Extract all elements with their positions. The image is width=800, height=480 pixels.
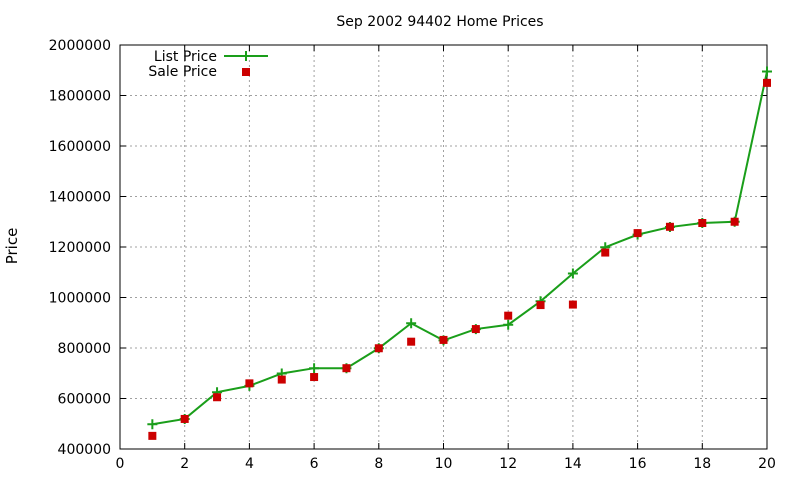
y-tick-label: 1200000 bbox=[49, 240, 111, 256]
list-price-point bbox=[503, 319, 514, 330]
sale-price-point bbox=[698, 219, 707, 228]
x-tick-label: 20 bbox=[758, 456, 776, 472]
x-tick-label: 6 bbox=[310, 456, 319, 472]
sale-price-point bbox=[277, 375, 286, 384]
x-tick-label: 4 bbox=[245, 456, 254, 472]
series-layer bbox=[147, 66, 772, 440]
sale-price-point bbox=[310, 373, 319, 382]
sale-price-point bbox=[148, 431, 157, 440]
sale-price-point bbox=[568, 300, 577, 309]
y-tick-label: 600000 bbox=[58, 392, 111, 408]
legend-marker-sale-price bbox=[242, 68, 250, 76]
sale-price-point bbox=[730, 217, 739, 226]
x-tick-label: 18 bbox=[693, 456, 711, 472]
sale-price-point bbox=[536, 301, 545, 310]
y-tick-label: 1600000 bbox=[49, 139, 111, 155]
x-tick-label: 0 bbox=[116, 456, 125, 472]
x-tick-labels: 0 2 4 6 8 10 12 14 16 18 20 bbox=[116, 456, 776, 472]
sale-price-point bbox=[763, 78, 771, 87]
sale-price-point bbox=[601, 248, 610, 257]
sale-price-point bbox=[407, 337, 416, 346]
x-tick-label: 12 bbox=[499, 456, 517, 472]
y-tick-label: 400000 bbox=[58, 442, 111, 458]
list-price-point bbox=[309, 363, 320, 374]
y-tick-label: 1000000 bbox=[49, 291, 111, 307]
y-tick-label: 800000 bbox=[58, 341, 111, 357]
x-tick-label: 2 bbox=[180, 456, 189, 472]
sale-price-point bbox=[374, 344, 383, 353]
y-tick-labels: 400000 600000 800000 1000000 1200000 1400000 1… bbox=[49, 38, 111, 458]
sale-price-point bbox=[665, 222, 674, 231]
list-price-point bbox=[762, 66, 772, 77]
sale-price-point bbox=[342, 364, 351, 373]
legend: List Price Sale Price bbox=[148, 49, 268, 80]
y-tick-label: 2000000 bbox=[49, 38, 111, 54]
chart-title: Sep 2002 94402 Home Prices bbox=[336, 14, 543, 30]
list-price-point bbox=[567, 268, 578, 279]
legend-label-list-price: List Price bbox=[154, 49, 217, 65]
x-tick-label: 10 bbox=[435, 456, 453, 472]
y-axis-label: Price bbox=[3, 228, 21, 265]
sale-price-point bbox=[504, 311, 513, 320]
x-tick-label: 16 bbox=[629, 456, 647, 472]
x-tick-label: 14 bbox=[564, 456, 582, 472]
list-price-line bbox=[152, 71, 768, 426]
sale-price-point bbox=[471, 325, 480, 334]
tick-marks bbox=[119, 44, 768, 450]
sale-price-point bbox=[633, 229, 642, 238]
legend-marker-list-price bbox=[241, 51, 251, 61]
y-tick-label: 1400000 bbox=[49, 190, 111, 206]
sale-price-point bbox=[439, 335, 448, 344]
legend-label-sale-price: Sale Price bbox=[148, 64, 217, 80]
list-price-point bbox=[406, 318, 417, 329]
x-tick-label: 8 bbox=[374, 456, 383, 472]
y-tick-label: 1800000 bbox=[49, 89, 111, 105]
sale-price-point bbox=[180, 414, 189, 423]
sale-price-point bbox=[245, 379, 254, 388]
sale-price-point bbox=[213, 393, 222, 402]
list-price-point bbox=[147, 419, 158, 430]
